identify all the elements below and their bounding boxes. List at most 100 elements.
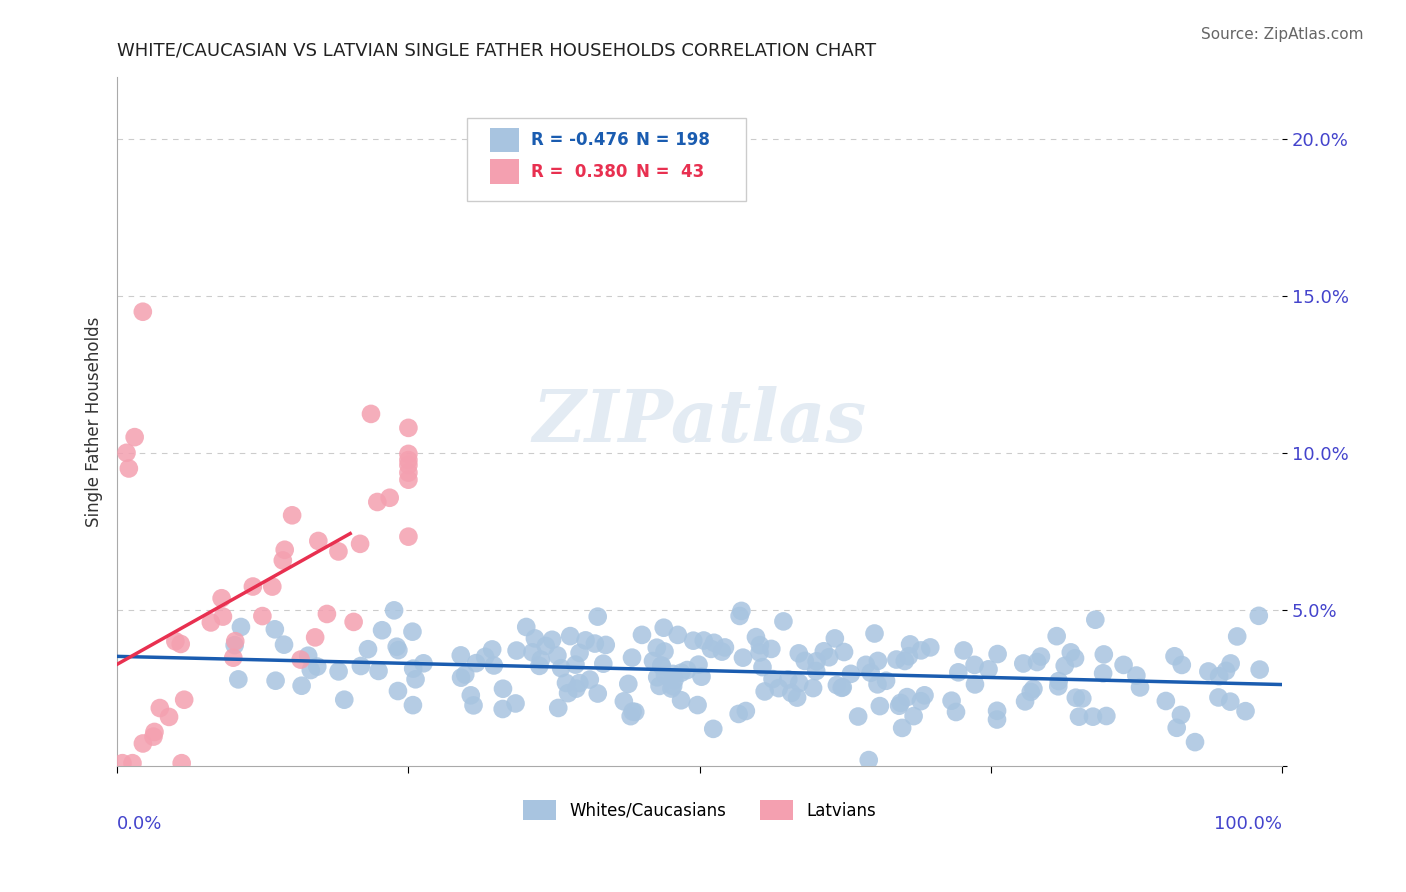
- Point: [617, 677, 640, 691]
- Point: [454, 667, 477, 681]
- Point: [1064, 690, 1087, 705]
- Point: [115, 446, 138, 460]
- Point: [654, 644, 676, 658]
- Point: [1064, 651, 1087, 665]
- Point: [621, 705, 644, 719]
- Point: [1053, 658, 1076, 673]
- Point: [910, 694, 932, 708]
- Point: [550, 661, 572, 675]
- Point: [474, 649, 496, 664]
- Point: [778, 673, 800, 687]
- Point: [869, 699, 891, 714]
- Point: [212, 609, 235, 624]
- Point: [987, 647, 1010, 661]
- Point: [263, 623, 285, 637]
- Point: [534, 639, 557, 653]
- Point: [211, 591, 233, 606]
- Point: [1215, 664, 1237, 678]
- Point: [200, 615, 222, 630]
- Point: [316, 607, 339, 621]
- Point: [613, 694, 636, 708]
- Point: [624, 705, 647, 719]
- Point: [886, 652, 908, 666]
- Point: [523, 632, 546, 646]
- Point: [1219, 657, 1241, 671]
- Point: [910, 643, 932, 657]
- Point: [1084, 613, 1107, 627]
- Point: [941, 694, 963, 708]
- Point: [1071, 691, 1094, 706]
- Point: [832, 645, 855, 659]
- Point: [290, 652, 312, 666]
- Point: [859, 665, 882, 680]
- Point: [564, 657, 586, 672]
- Point: [583, 636, 606, 650]
- Point: [897, 649, 920, 664]
- Point: [1154, 694, 1177, 708]
- Point: [492, 702, 515, 716]
- Point: [396, 473, 419, 487]
- Point: [728, 609, 751, 624]
- Point: [402, 698, 425, 713]
- Point: [977, 662, 1000, 676]
- Point: [1170, 707, 1192, 722]
- Point: [676, 663, 699, 677]
- Point: [645, 640, 668, 655]
- Point: [387, 684, 409, 698]
- Point: [578, 673, 600, 687]
- Point: [574, 633, 596, 648]
- Point: [132, 304, 155, 318]
- Point: [565, 681, 588, 696]
- Point: [963, 657, 986, 672]
- Point: [118, 461, 141, 475]
- Point: [530, 652, 553, 666]
- Point: [482, 658, 505, 673]
- FancyBboxPatch shape: [489, 160, 519, 184]
- Point: [920, 640, 942, 655]
- Point: [396, 466, 419, 480]
- Point: [804, 664, 827, 678]
- Point: [648, 679, 671, 693]
- Point: [515, 620, 537, 634]
- Point: [891, 721, 914, 735]
- Point: [748, 645, 770, 659]
- Point: [586, 609, 609, 624]
- Point: [291, 679, 314, 693]
- Point: [224, 638, 246, 652]
- Text: 100.0%: 100.0%: [1215, 814, 1282, 832]
- Point: [948, 665, 970, 680]
- Point: [745, 630, 768, 644]
- Point: [481, 642, 503, 657]
- Point: [142, 730, 165, 744]
- Point: [846, 709, 869, 723]
- Point: [914, 688, 936, 702]
- Point: [688, 657, 710, 672]
- Point: [825, 678, 848, 692]
- Point: [787, 676, 810, 690]
- Point: [1014, 694, 1036, 708]
- Text: WHITE/CAUCASIAN VS LATVIAN SINGLE FATHER HOUSEHOLDS CORRELATION CHART: WHITE/CAUCASIAN VS LATVIAN SINGLE FATHER…: [117, 42, 876, 60]
- Point: [986, 713, 1008, 727]
- Point: [1197, 665, 1219, 679]
- Point: [890, 696, 912, 710]
- Point: [304, 631, 326, 645]
- Text: ZIPatlas: ZIPatlas: [533, 386, 866, 457]
- Point: [1171, 657, 1194, 672]
- Point: [952, 643, 974, 657]
- Point: [1166, 721, 1188, 735]
- Point: [1184, 735, 1206, 749]
- Point: [686, 698, 709, 712]
- Point: [793, 654, 815, 668]
- Point: [1095, 709, 1118, 723]
- Point: [396, 421, 419, 435]
- Point: [560, 629, 582, 643]
- Point: [761, 641, 783, 656]
- Legend: Whites/Caucasians, Latvians: Whites/Caucasians, Latvians: [516, 793, 883, 827]
- Point: [121, 756, 143, 771]
- Point: [986, 704, 1008, 718]
- Point: [727, 706, 749, 721]
- Point: [1208, 690, 1230, 705]
- Point: [898, 637, 921, 651]
- Point: [651, 658, 673, 673]
- Point: [875, 673, 897, 688]
